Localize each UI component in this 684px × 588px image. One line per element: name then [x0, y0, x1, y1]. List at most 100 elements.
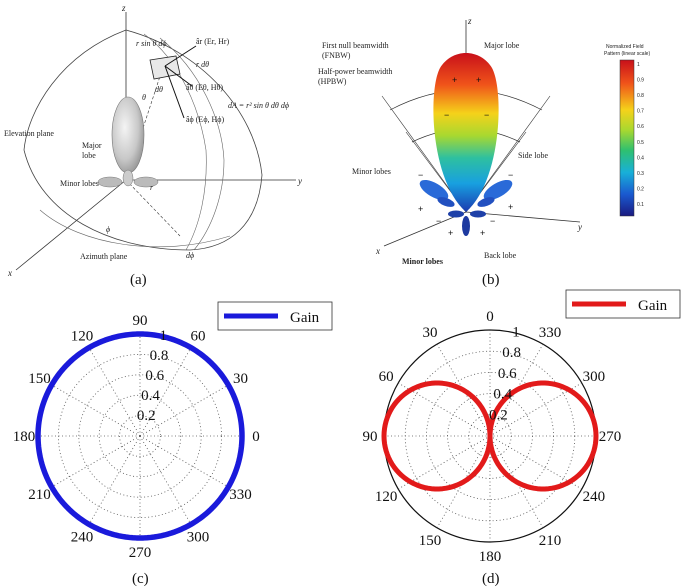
atheta-arrow	[164, 65, 193, 87]
polar-angle-label: 240	[71, 530, 94, 546]
colorbar-tick-label: 0.7	[637, 109, 644, 115]
colorbar-title-1: Normalized Field	[606, 44, 644, 50]
polar-grid-spoke	[139, 435, 192, 525]
polar-chart-d: 0 330 300 270 240 210 180 150 120 90 60 30 0.2 0.4 0.6…	[363, 309, 622, 565]
r-label: r	[150, 183, 154, 192]
colorbar-title-2: Pattern (linear scale)	[604, 51, 650, 57]
svg-text:+: +	[480, 228, 485, 238]
x-axis-label: x	[7, 268, 12, 278]
x-axis-label-b: x	[375, 246, 380, 256]
colorbar-tick-label: 0.4	[637, 155, 644, 161]
polarity-markers: + + − − − − + + − − + +	[418, 75, 513, 238]
colorbar-tick-label: 0.5	[637, 140, 644, 146]
azimuth-plane-label: Azimuth plane	[80, 252, 128, 261]
back-lobe-label: Back lobe	[484, 251, 517, 260]
minor-lobe-b-3	[448, 210, 464, 218]
colorbar-tick-label: 0.6	[637, 124, 644, 130]
minor-lobes-label-b: Minor lobes	[352, 167, 391, 176]
polar-angle-label: 180	[479, 549, 502, 565]
azimuth-inner-arc	[39, 209, 231, 248]
azimuth-arc	[23, 149, 263, 251]
svg-text:+: +	[448, 228, 453, 238]
side-lobe-left	[419, 179, 449, 201]
elevation-arc	[23, 29, 127, 151]
major-lobe-label-2: lobe	[82, 151, 96, 160]
colorbar	[619, 59, 635, 217]
polar-angle-label: 120	[71, 329, 94, 345]
polar-radial-label: 1	[159, 328, 167, 344]
minor-lobes-label: Minor lobes	[60, 179, 99, 188]
minor-lobes-bottom-label: Minor lobes	[402, 257, 443, 266]
polar-angle-label: 240	[583, 489, 606, 505]
side-lobe-label: Side lobe	[518, 151, 548, 160]
elevation-plane-label: Elevation plane	[4, 129, 54, 138]
polar-grid-spoke	[489, 435, 582, 490]
polar-grid-spoke	[398, 382, 491, 437]
legend-d: Gain	[565, 289, 681, 319]
legend-c-label: Gain	[290, 310, 320, 326]
polar-radial-label: 0.2	[489, 407, 508, 423]
polar-grid-circle	[119, 415, 161, 457]
svg-text:−: −	[444, 110, 449, 120]
svg-text:−: −	[490, 216, 495, 226]
meridian-inner-arc-2	[159, 37, 225, 251]
svg-text:+: +	[476, 75, 481, 85]
ar-label: âr (Er, Hr)	[196, 37, 230, 46]
colorbar-tick-label: 0.9	[637, 78, 644, 84]
polar-grid-spoke	[51, 384, 141, 437]
minor-lobe-center	[122, 169, 134, 187]
polar-radial-label: 0.8	[502, 345, 521, 361]
caption-c: (c)	[132, 571, 149, 587]
panel-b: z y x + + − − − − + + − − + + First null beamw…	[318, 16, 650, 288]
polar-angle-label: 330	[229, 487, 252, 503]
fnbw-label-2: (FNBW)	[322, 51, 351, 60]
polar-angle-label: 180	[13, 429, 36, 445]
projection-line	[125, 179, 181, 237]
y-axis-label: y	[297, 176, 302, 186]
legend-c: Gain	[217, 301, 333, 331]
fnbw-label-1: First null beamwidth	[322, 41, 389, 50]
major-lobe-label-1: Major	[82, 141, 102, 150]
polar-angle-label: 300	[583, 369, 606, 385]
polar-angle-label: 30	[423, 325, 438, 341]
svg-text:−: −	[508, 170, 513, 180]
z-axis-label-b: z	[467, 16, 472, 26]
side-lobe-right	[483, 179, 513, 201]
svg-text:+: +	[418, 204, 423, 214]
atheta-label: âθ (Eθ, Hθ)	[186, 83, 223, 92]
dphi-label: dϕ	[186, 251, 194, 260]
polar-angle-label: 300	[187, 530, 210, 546]
polar-grid-circle	[78, 374, 202, 498]
polar-angle-label: 150	[28, 371, 51, 387]
ar-arrow	[164, 45, 197, 67]
polar-radial-label: 0.6	[498, 366, 517, 382]
dA-label: dA = r² sin θ dθ dϕ	[228, 101, 289, 110]
r-sin-dphi-label: r sin θ dϕ	[136, 39, 167, 48]
polar-radial-label: 0.2	[137, 408, 156, 424]
polar-grid-spoke	[489, 382, 582, 437]
polar-grid-spoke	[51, 435, 141, 488]
minor-lobe-right	[133, 176, 159, 188]
polar-grid-circle	[98, 394, 182, 478]
gain-series-line	[35, 331, 245, 541]
x-axis	[15, 179, 127, 271]
polar-angle-label: 30	[233, 371, 248, 387]
caption-b: (b)	[482, 272, 500, 288]
aphi-arrow	[164, 65, 185, 119]
polar-angle-label: 210	[539, 533, 562, 549]
colorbar-tick-label: 0.3	[637, 171, 644, 177]
polar-radial-label: 0.4	[141, 388, 160, 404]
meridian-arc	[125, 29, 263, 176]
colorbar-tick-label: 1	[637, 62, 640, 68]
polar-angle-label: 270	[129, 545, 152, 561]
polar-angle-label: 0	[486, 309, 494, 325]
polar-radial-label: 1	[512, 324, 520, 340]
polar-angle-label: 60	[379, 369, 394, 385]
gain-series-line	[381, 380, 599, 492]
y-axis-label-b: y	[577, 222, 582, 232]
r-dtheta-label: r dθ	[196, 60, 209, 69]
minor-lobe-b-1	[437, 197, 455, 207]
polar-radial-label: 0.6	[145, 368, 164, 384]
aphi-label: âϕ (Eϕ, Hϕ)	[186, 115, 225, 124]
polar-radial-label: 0.8	[150, 348, 169, 364]
